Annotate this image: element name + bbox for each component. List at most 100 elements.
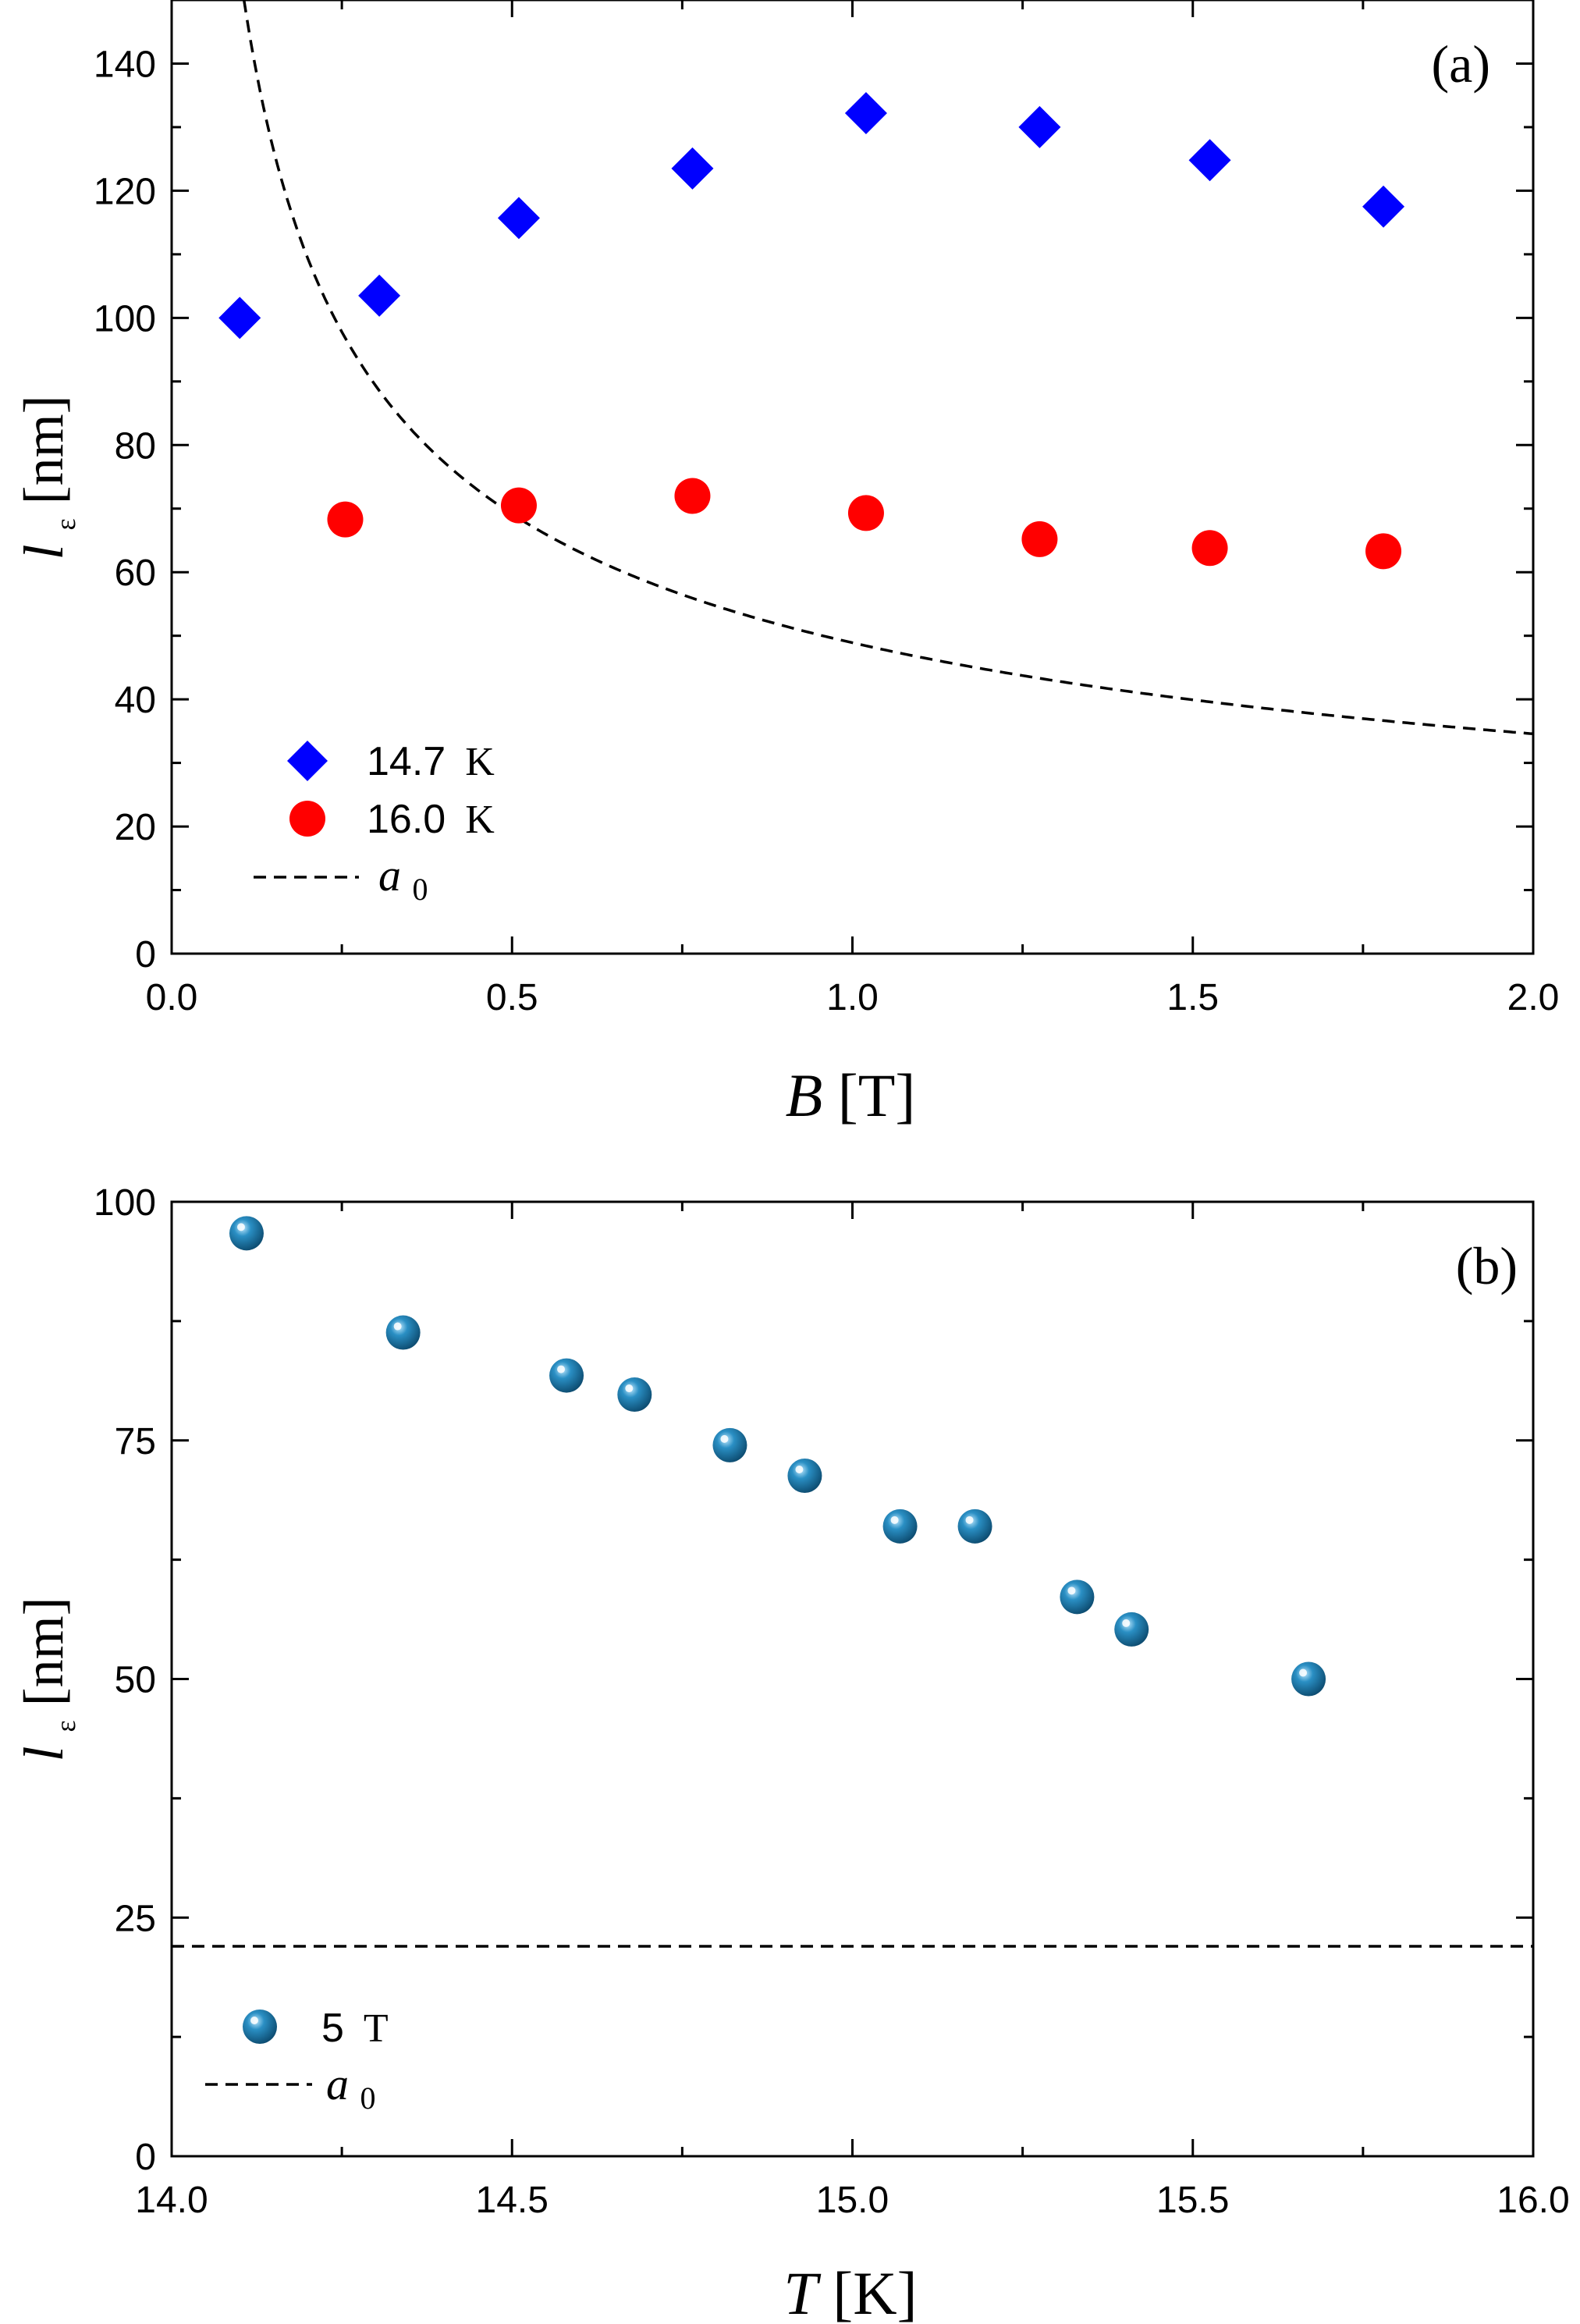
sphere-point-5t bbox=[229, 1216, 264, 1251]
panel-a-y-axis-sub: ε bbox=[50, 518, 81, 530]
panel-b-x-tick-label: 14.0 bbox=[135, 2180, 208, 2221]
diamond-point-14-7k bbox=[671, 147, 714, 190]
legend-label-a0-b-base: a bbox=[326, 2059, 349, 2109]
panel-a-y-tick-label: 0 bbox=[135, 934, 156, 975]
panel-b-y-tick-label: 25 bbox=[115, 1898, 156, 1939]
panel-b-frame bbox=[170, 1200, 1535, 2158]
legend-label-a0-b-sub: 0 bbox=[360, 2081, 376, 2116]
panel-b-y-axis-var: l bbox=[12, 1747, 75, 1762]
circle-point-16-0k bbox=[674, 478, 711, 514]
panel-a: 0.0 0.5 1.0 1.5 2.0 0 20 40 60 80 100 120 140 (a) 14… bbox=[12, 0, 1559, 1129]
panel-b-y-axis-sub: ε bbox=[50, 1720, 81, 1732]
legend-label-14-7-num: 14.7 bbox=[367, 739, 446, 784]
panel-a-y-tick-label: 80 bbox=[115, 425, 156, 467]
panel-a-markers bbox=[218, 92, 1405, 570]
legend-label-5-unit: T bbox=[364, 2006, 389, 2051]
panel-a-y-tick-label: 140 bbox=[94, 44, 156, 85]
panel-b-y-axis-unit: [nm] bbox=[12, 1597, 75, 1706]
legend-circle-marker bbox=[289, 801, 325, 837]
sphere-point-5t bbox=[712, 1427, 747, 1462]
panel-a-y-axis-var: l bbox=[12, 545, 75, 560]
sphere-point-highlight bbox=[1299, 1668, 1308, 1677]
panel-a-x-tick-label: 0.0 bbox=[146, 977, 198, 1018]
diamond-point-14-7k bbox=[497, 197, 540, 240]
legend-label-16-0-unit: K bbox=[465, 798, 495, 842]
panel-b-x-tick-label: 16.0 bbox=[1497, 2180, 1569, 2221]
panel-a-y-axis-unit: [nm] bbox=[12, 395, 75, 504]
panel-b-y-tick-label: 0 bbox=[135, 2137, 156, 2178]
diamond-point-14-7k bbox=[844, 92, 887, 135]
sphere-point-5t bbox=[957, 1508, 992, 1544]
circle-point-16-0k bbox=[1191, 530, 1228, 567]
sphere-point-5t bbox=[1291, 1661, 1326, 1697]
panel-b-y-tick-label: 75 bbox=[115, 1421, 156, 1462]
legend-sphere-marker bbox=[243, 2010, 277, 2044]
panel-a-x-tick-label: 1.0 bbox=[826, 977, 879, 1018]
panel-b-label: (b) bbox=[1456, 1236, 1518, 1295]
panel-b-y-tick-label: 100 bbox=[94, 1182, 156, 1224]
panel-a-y-tick-label: 120 bbox=[94, 171, 156, 212]
sphere-point-5t bbox=[549, 1358, 584, 1393]
circle-point-16-0k bbox=[500, 487, 537, 524]
sphere-point-highlight bbox=[795, 1466, 804, 1474]
sphere-point-highlight bbox=[625, 1384, 634, 1393]
panel-b-x-tick-label: 14.5 bbox=[476, 2180, 549, 2221]
sphere-point-5t bbox=[617, 1377, 652, 1413]
circle-point-16-0k bbox=[1365, 533, 1402, 570]
legend-diamond-marker bbox=[287, 741, 328, 781]
legend-sphere-highlight bbox=[250, 2017, 258, 2024]
panel-a-x-axis-unit: [T] bbox=[838, 1061, 916, 1129]
panel-a-y-tick-label: 100 bbox=[94, 298, 156, 339]
sphere-point-highlight bbox=[1122, 1619, 1131, 1627]
circle-point-16-0k bbox=[327, 501, 364, 538]
panel-a-a0-curve bbox=[242, 0, 1534, 736]
legend-label-a0: a 0 bbox=[378, 850, 428, 907]
diamond-point-14-7k bbox=[358, 274, 401, 317]
sphere-point-5t bbox=[787, 1459, 822, 1494]
sphere-point-highlight bbox=[720, 1434, 729, 1443]
diamond-point-14-7k bbox=[1018, 105, 1061, 148]
panel-a-y-tick-label: 20 bbox=[115, 807, 156, 848]
circle-point-16-0k bbox=[1021, 521, 1058, 557]
legend-label-14-7-k: 14.7 K bbox=[367, 739, 495, 784]
panel-a-legend: 14.7 K 16.0 K a 0 bbox=[254, 739, 495, 907]
panel-a-x-tick-label: 0.5 bbox=[486, 977, 538, 1018]
panel-a-y-tick-label: 40 bbox=[115, 680, 156, 721]
panel-b-y-tick-label: 50 bbox=[115, 1660, 156, 1701]
sphere-point-highlight bbox=[557, 1365, 566, 1373]
panel-b-x-axis-var: T bbox=[783, 2259, 821, 2324]
sphere-point-highlight bbox=[965, 1516, 974, 1524]
sphere-point-highlight bbox=[393, 1322, 402, 1331]
sphere-point-highlight bbox=[890, 1516, 899, 1524]
panel-b-y-axis-title: l ε [nm] bbox=[12, 1597, 87, 1761]
legend-label-5-t: 5 T bbox=[321, 2006, 389, 2051]
panel-a-frame bbox=[170, 0, 1535, 955]
legend-label-16-0-k: 16.0 K bbox=[367, 797, 495, 842]
panel-a-y-axis-title: l ε [nm] bbox=[12, 395, 87, 560]
legend-label-5-num: 5 bbox=[321, 2006, 344, 2051]
panel-b-x-tick-label: 15.0 bbox=[816, 2180, 889, 2221]
panel-b-x-tick-label: 15.5 bbox=[1156, 2180, 1229, 2221]
sphere-point-5t bbox=[1060, 1580, 1095, 1615]
panel-a-label: (a) bbox=[1432, 34, 1490, 94]
sphere-point-5t bbox=[385, 1315, 421, 1350]
panel-a-x-tick-label: 1.5 bbox=[1166, 977, 1219, 1018]
legend-label-a0-base: a bbox=[378, 850, 401, 901]
panel-b-markers bbox=[229, 1216, 1326, 1697]
panel-a-x-axis-title: B [T] bbox=[786, 1061, 916, 1129]
legend-label-a0-b: a 0 bbox=[326, 2059, 376, 2116]
panel-b-x-axis-unit: [K] bbox=[833, 2259, 917, 2324]
sphere-point-highlight bbox=[1067, 1587, 1076, 1595]
diamond-point-14-7k bbox=[218, 297, 261, 339]
panel-a-x-tick-label: 2.0 bbox=[1507, 977, 1560, 1018]
legend-label-14-7-unit: K bbox=[465, 740, 495, 784]
panel-a-x-axis-var: B bbox=[786, 1061, 823, 1129]
panel-a-y-tick-label: 60 bbox=[115, 553, 156, 594]
panel-a-y-grid-ticks: 0.0 0.5 1.0 1.5 2.0 0 20 40 60 80 100 120 140 bbox=[94, 0, 1559, 1018]
diamond-point-14-7k bbox=[1188, 139, 1231, 182]
sphere-point-5t bbox=[882, 1508, 918, 1544]
circle-point-16-0k bbox=[847, 495, 884, 531]
